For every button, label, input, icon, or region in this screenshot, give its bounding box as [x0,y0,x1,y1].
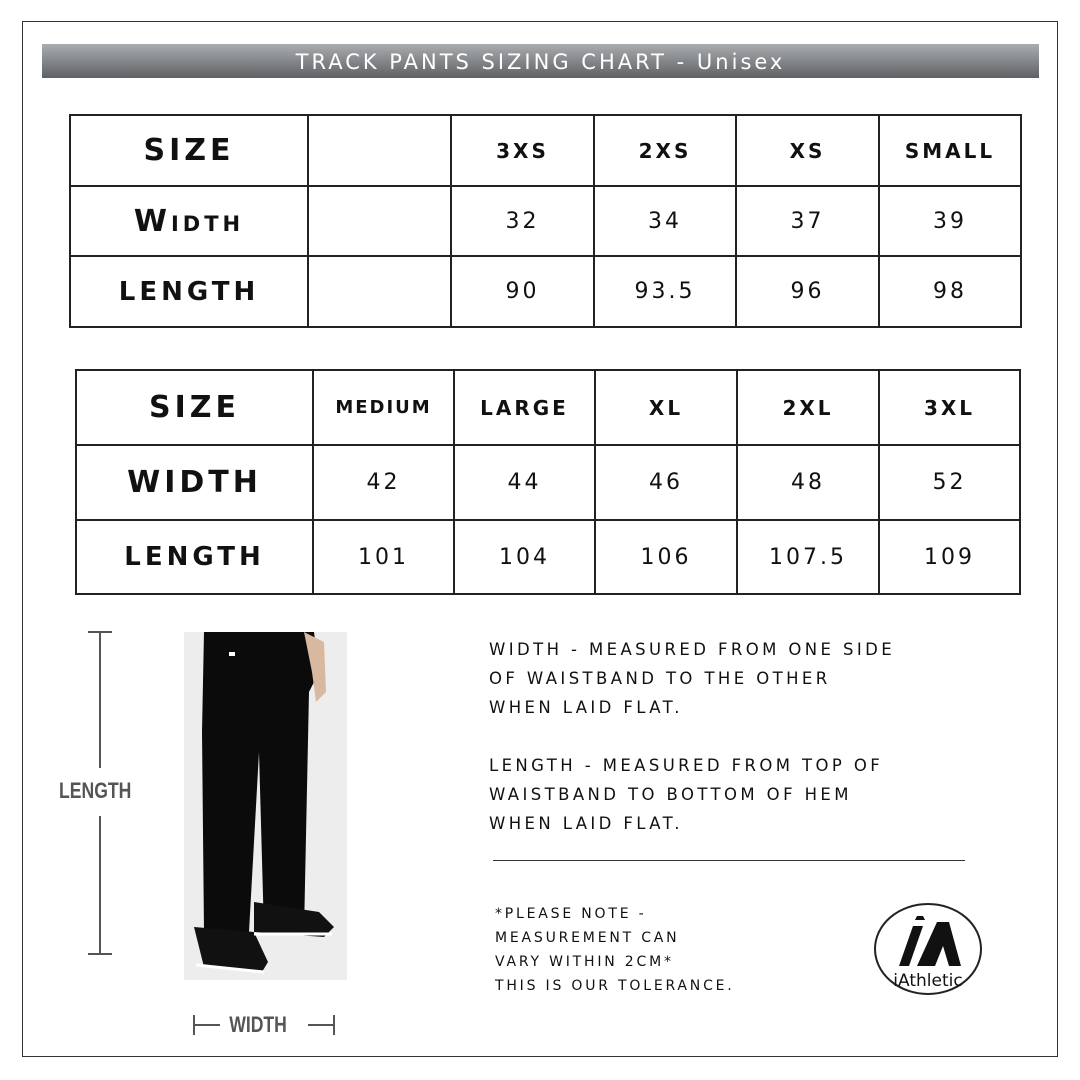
size-table-1: SIZE 3XS 2XS XS SMALL Width 32 34 37 39 LENGTH… [69,114,1022,328]
length-label: LENGTH [59,778,132,803]
length-dimension-line [88,631,112,955]
length-header: LENGTH [75,519,314,595]
svg-text:iAthletic: iAthletic [893,971,962,991]
width-value: 42 [312,444,455,521]
length-value: 104 [453,519,596,595]
size-2xl: 2XL [736,369,880,446]
length-note: Length - measured from top of waistband t… [489,756,884,833]
track-pants-photo [184,632,347,980]
width-value: 46 [594,444,738,521]
width-value: 39 [878,185,1022,257]
chart-title: TRACK PANTS SIZING CHART - Unisex [42,44,1039,78]
width-value: 34 [593,185,737,257]
width-value: 32 [450,185,595,257]
length-value: 93.5 [593,255,737,328]
size-table-2: SIZE MEDIUM LARGE XL 2XL 3XL WIDTH 42 44 46 48 5… [75,369,1021,595]
divider [493,860,965,861]
length-value: 96 [735,255,880,328]
width-note: Width - measured from one side of waistba… [489,640,896,717]
width-value: 37 [735,185,880,257]
size-xl: XL [594,369,738,446]
width-header: Width [69,185,309,257]
length-header: LENGTH [69,255,309,328]
size-medium: MEDIUM [312,369,455,446]
length-value: 90 [450,255,595,328]
size-small: SMALL [878,114,1022,187]
size-header: SIZE [69,114,309,187]
width-value: 52 [878,444,1021,521]
size-header: SIZE [75,369,314,446]
width-header: WIDTH [75,444,314,521]
iathletic-logo: iAthletic [874,903,982,995]
length-value: 98 [878,255,1022,328]
length-value: 101 [312,519,455,595]
width-value: 44 [453,444,596,521]
width-value: 48 [736,444,880,521]
size-xs: XS [735,114,880,187]
size-3xs: 3XS [450,114,595,187]
size-large: LARGE [453,369,596,446]
width-label: WIDTH [229,1012,287,1037]
size-2xs: 2XS [593,114,737,187]
width-dimension-line [193,1015,335,1035]
length-value: 107.5 [736,519,880,595]
page-frame [22,21,1058,1057]
size-3xl: 3XL [878,369,1021,446]
tolerance-note: *Please note - measurement can vary within… [495,906,735,994]
length-value: 109 [878,519,1021,595]
length-value: 106 [594,519,738,595]
